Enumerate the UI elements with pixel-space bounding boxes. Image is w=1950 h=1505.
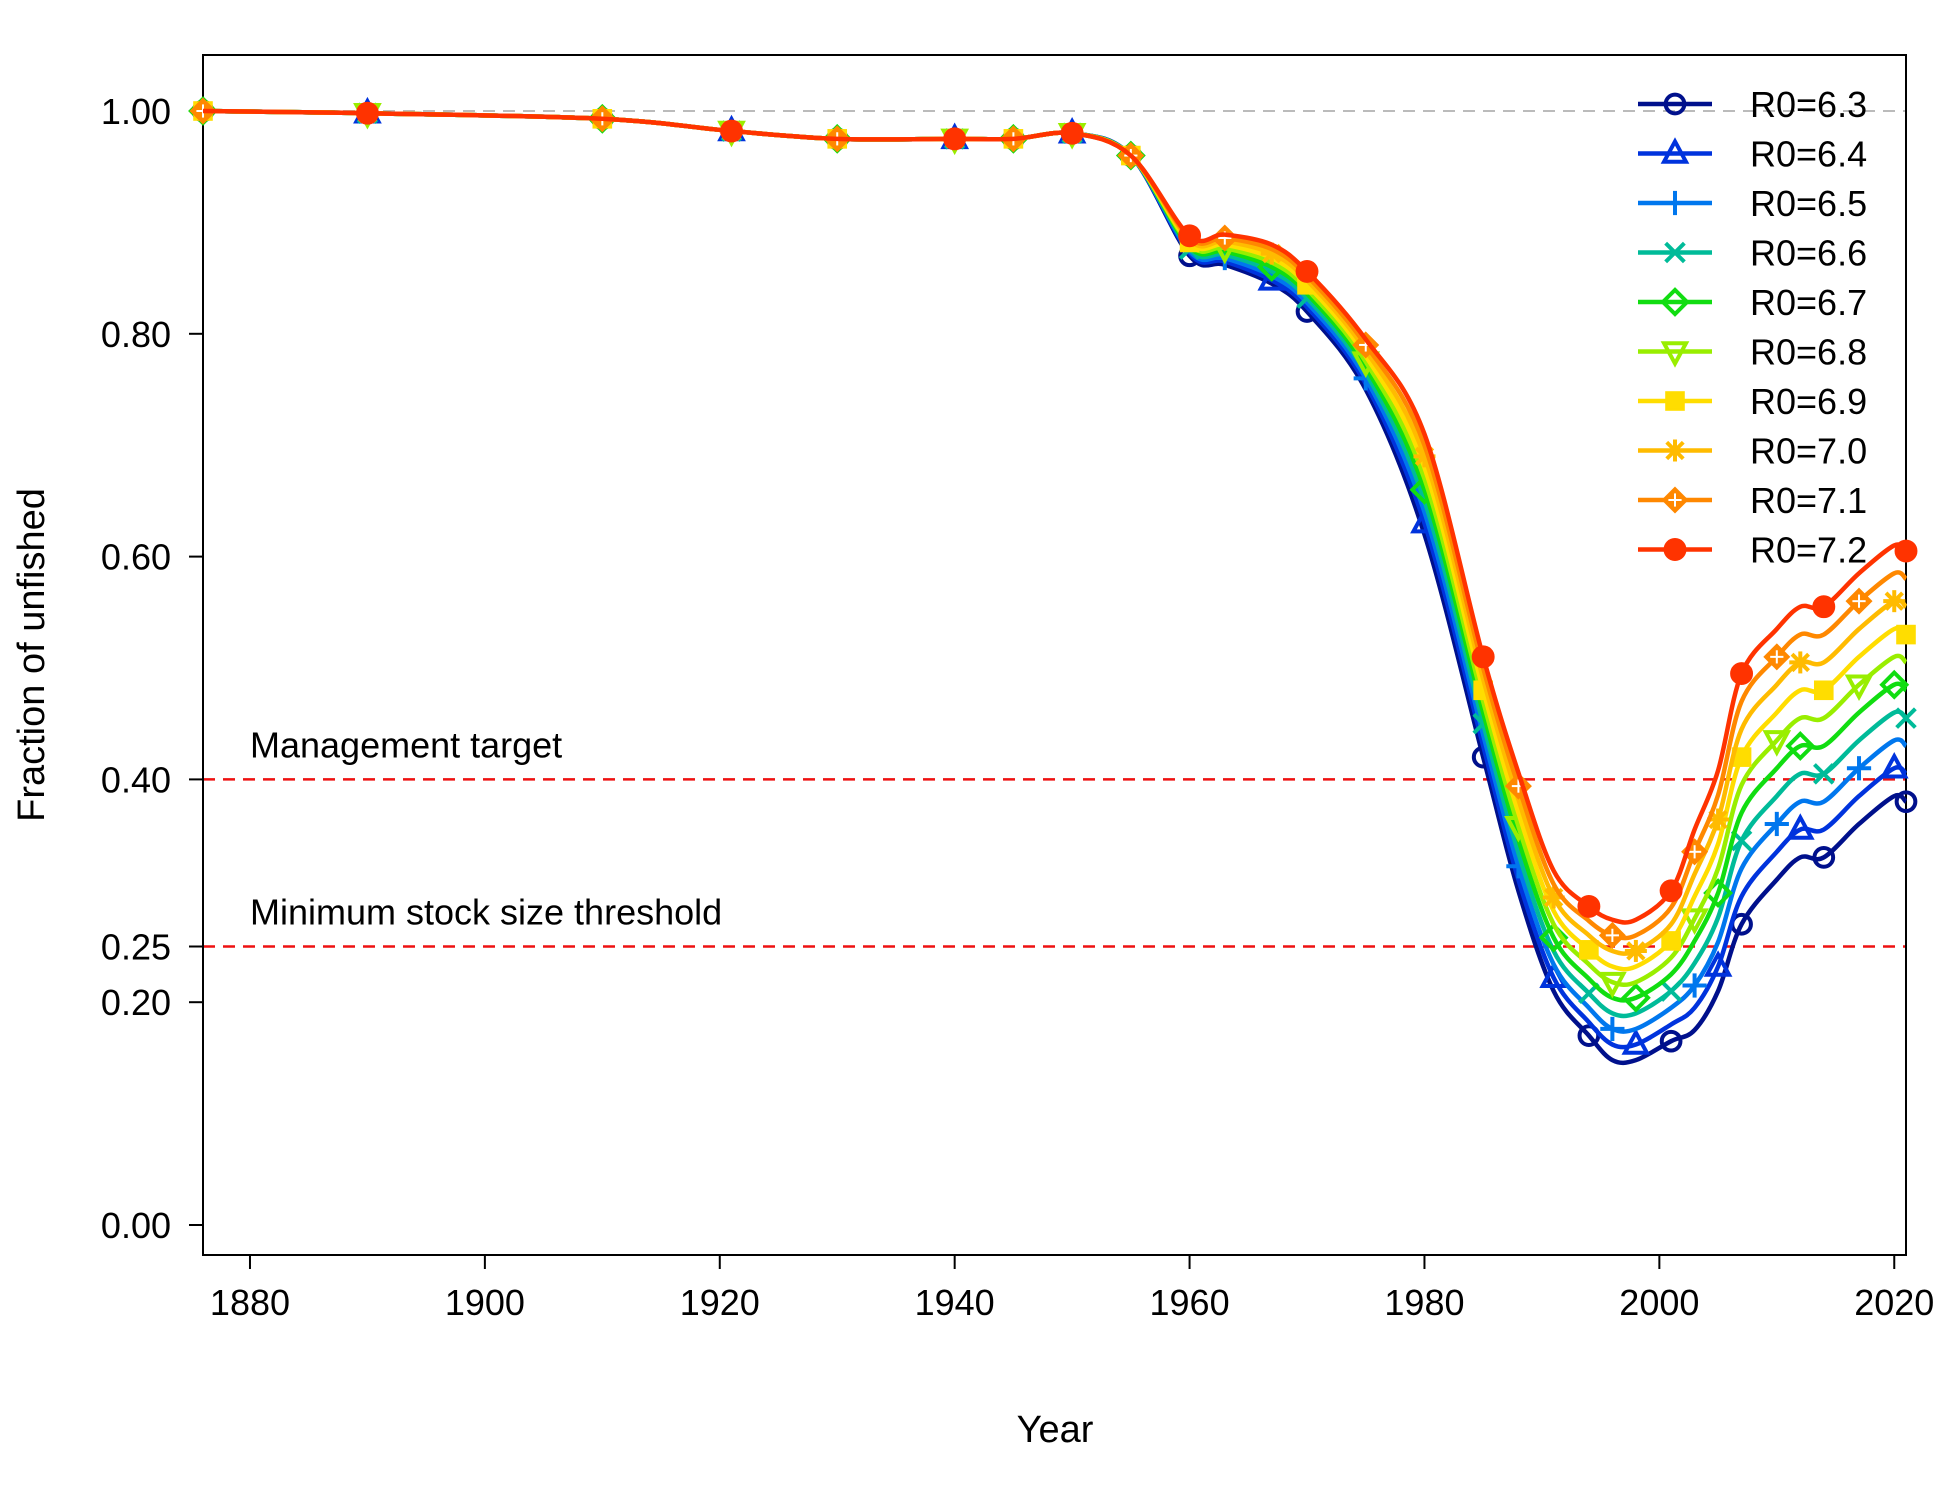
data-point xyxy=(1660,287,1690,317)
data-point xyxy=(1812,846,1836,869)
series-line xyxy=(202,108,1908,1019)
series-line xyxy=(202,108,1908,972)
x-tick-label: 2020 xyxy=(1854,1282,1934,1323)
x-tick-label: 1920 xyxy=(680,1282,760,1323)
data-point xyxy=(1598,971,1627,999)
data-point xyxy=(1579,940,1599,960)
data-point xyxy=(1620,982,1651,1013)
x-axis-title: Year xyxy=(1017,1409,1094,1451)
data-point xyxy=(1660,980,1682,1002)
data-point xyxy=(355,101,379,125)
plot-frame xyxy=(202,54,1907,1256)
data-point xyxy=(1883,590,1906,613)
legend-label: R0=6.5 xyxy=(1750,183,1867,224)
y-tick-label: 1.00 xyxy=(101,91,171,132)
series-line xyxy=(202,108,1908,1003)
legend-label: R0=7.1 xyxy=(1750,480,1867,521)
y-tick-label: 0.40 xyxy=(101,759,171,800)
data-point xyxy=(1682,973,1707,998)
data-point xyxy=(1680,908,1709,935)
x-tick-label: 1880 xyxy=(210,1282,290,1323)
legend-label: R0=6.8 xyxy=(1750,332,1867,373)
data-point xyxy=(1659,879,1683,903)
data-point xyxy=(1663,92,1687,116)
legend-label: R0=6.7 xyxy=(1750,282,1867,323)
data-point xyxy=(1577,894,1601,918)
data-point xyxy=(1471,645,1495,669)
data-point xyxy=(1664,241,1686,264)
data-point xyxy=(1295,259,1319,283)
x-tick-label: 1940 xyxy=(915,1282,995,1323)
reference-line-label: Minimum stock size threshold xyxy=(250,892,722,933)
data-point xyxy=(1764,811,1789,837)
data-point xyxy=(1896,624,1916,645)
y-tick-label: 0.00 xyxy=(101,1205,171,1246)
data-point xyxy=(1661,931,1681,951)
data-point xyxy=(1662,190,1688,216)
legend-label: R0=6.6 xyxy=(1750,233,1867,274)
x-tick-label: 1980 xyxy=(1384,1282,1464,1323)
y-tick-label: 0.80 xyxy=(101,314,171,355)
data-point xyxy=(1895,707,1917,729)
data-point xyxy=(1813,680,1834,701)
data-point xyxy=(1846,756,1872,781)
legend-label: R0=6.9 xyxy=(1750,381,1867,422)
data-point xyxy=(1789,651,1812,674)
data-point xyxy=(1845,587,1873,615)
data-point xyxy=(1661,486,1689,514)
data-point xyxy=(1060,121,1084,145)
data-point xyxy=(1663,538,1687,561)
y-tick-label: 0.20 xyxy=(101,982,171,1023)
x-tick-label: 1960 xyxy=(1150,1282,1230,1323)
data-point xyxy=(1762,730,1792,757)
reference-line-label: Management target xyxy=(250,724,562,765)
data-point xyxy=(1660,137,1690,164)
data-point xyxy=(1665,391,1685,411)
legend-label: R0=6.4 xyxy=(1750,134,1867,175)
data-point xyxy=(1703,950,1733,977)
data-point xyxy=(1660,341,1690,368)
data-point xyxy=(1894,790,1918,814)
data-point xyxy=(1664,439,1686,462)
data-point xyxy=(1785,813,1815,840)
data-point xyxy=(943,127,967,151)
legend-label: R0=7.0 xyxy=(1750,431,1867,472)
x-tick-label: 1900 xyxy=(445,1282,525,1323)
data-point xyxy=(1813,763,1835,785)
legend-label: R0=7.2 xyxy=(1750,530,1867,571)
data-point xyxy=(1730,662,1754,686)
data-point xyxy=(1844,674,1874,702)
y-tick-label: 0.60 xyxy=(101,537,171,578)
series-line xyxy=(202,108,1908,941)
data-point xyxy=(1763,643,1791,671)
data-point xyxy=(1624,939,1647,962)
series-line xyxy=(202,108,1908,925)
data-point xyxy=(1879,669,1910,700)
data-point xyxy=(1598,921,1626,949)
y-tick-label: 0.25 xyxy=(101,927,171,968)
data-point xyxy=(720,119,743,143)
data-point xyxy=(1600,1016,1625,1042)
data-point xyxy=(1894,539,1918,563)
data-point xyxy=(1621,1028,1651,1055)
y-axis-title: Fraction of unfished xyxy=(11,488,53,822)
data-point xyxy=(1879,751,1909,779)
data-point xyxy=(1659,1029,1683,1053)
data-point xyxy=(1812,595,1836,619)
data-point xyxy=(1785,731,1816,761)
series-line xyxy=(202,108,1908,956)
legend-label: R0=6.3 xyxy=(1750,84,1867,125)
data-point xyxy=(1178,224,1202,248)
x-tick-label: 2000 xyxy=(1619,1282,1699,1323)
